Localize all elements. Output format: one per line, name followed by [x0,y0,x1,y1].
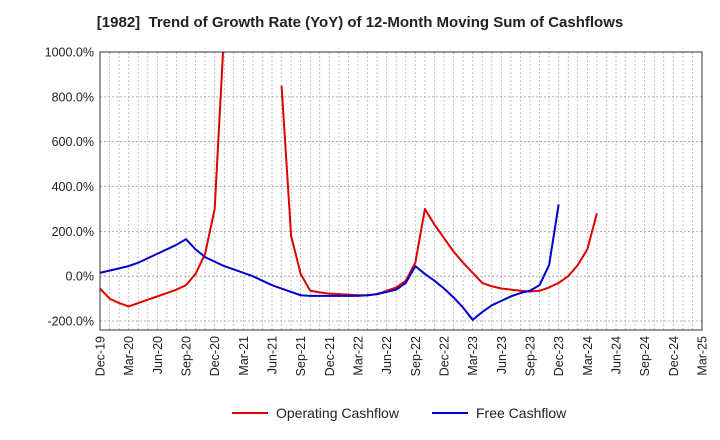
series-line-operating-cashflow [100,52,225,308]
x-tick-label: Mar-21 [237,336,251,376]
series-line-free-cashflow [100,204,560,321]
x-tick-label: Jun-24 [610,336,624,374]
legend-swatch-free-cashflow [432,412,468,414]
y-tick-label: 800.0% [52,90,94,104]
x-tick-label: Dec-20 [208,336,222,376]
legend-swatch-operating-cashflow [232,412,268,414]
x-tick-label: Dec-22 [438,336,452,376]
y-tick-label: 400.0% [52,180,94,194]
y-tick-label: 600.0% [52,135,94,149]
x-tick-label: Dec-19 [94,336,108,376]
legend-item-operating-cashflow: Operating Cashflow [232,405,399,421]
chart-title: [1982] Trend of Growth Rate (YoY) of 12-… [96,14,624,31]
x-tick-label: Dec-21 [323,336,337,376]
y-tick-label: -200.0% [47,315,94,329]
x-tick-label: Dec-23 [552,336,566,376]
x-tick-label: Sep-23 [524,336,538,376]
legend-label-operating-cashflow: Operating Cashflow [276,405,399,421]
x-tick-label: Dec-24 [667,336,681,376]
x-tick-label: Mar-23 [466,336,480,376]
x-axis-ticks: Dec-19 Mar-20 Jun-20 Sep-20 Dec-20 Mar-21 Jun-… [94,336,710,376]
y-tick-label: 200.0% [52,225,94,239]
x-tick-label: Jun-23 [495,336,509,374]
grid-layer [100,51,702,330]
legend-label-free-cashflow: Free Cashflow [476,405,567,421]
x-tick-label: Mar-25 [696,336,710,376]
x-tick-label: Jun-22 [380,336,394,374]
y-tick-label: 1000.0% [45,46,94,60]
x-tick-label: Sep-22 [409,336,423,376]
series-layer [100,52,598,321]
x-tick-label: Mar-24 [581,336,595,376]
legend-item-free-cashflow: Free Cashflow [432,405,566,421]
x-tick-label: Mar-22 [352,336,366,376]
x-tick-label: Jun-21 [266,336,280,374]
x-tick-label: Sep-20 [180,336,194,376]
x-tick-label: Jun-20 [151,336,165,374]
x-tick-label: Mar-20 [122,336,136,376]
y-tick-label: 0.0% [66,270,95,284]
x-tick-label: Sep-21 [294,336,308,376]
series-line-operating-cashflow [280,85,598,297]
x-tick-label: Sep-24 [638,336,652,376]
y-axis-ticks: -200.0% 0.0% 200.0% 400.0% 600.0% 800.0% 1000.… [45,46,94,329]
plot-frame [99,51,703,331]
